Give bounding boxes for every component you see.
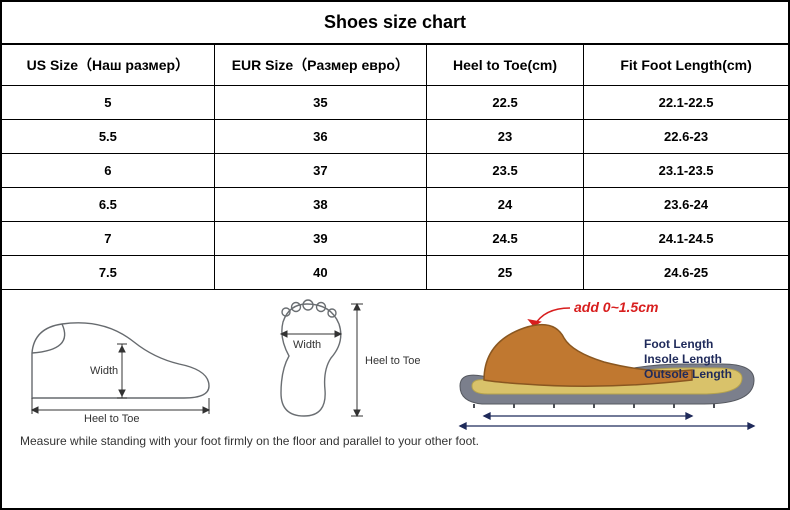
cell-fit: 23.6-24 (584, 188, 788, 222)
cell-us: 6.5 (2, 188, 214, 222)
cell-htt: 25 (426, 256, 583, 290)
table-row: 5.5 36 23 22.6-23 (2, 120, 788, 154)
table-title: Shoes size chart (2, 2, 788, 44)
col-us-size: US Size（Haш paзмep） (2, 44, 214, 86)
cell-eur: 40 (214, 256, 426, 290)
instruction-text: Measure while standing with your foot fi… (2, 430, 788, 454)
cell-eur: 39 (214, 222, 426, 256)
diagram-row: Width Heel to Toe (2, 290, 788, 430)
cell-eur: 36 (214, 120, 426, 154)
cell-htt: 24.5 (426, 222, 583, 256)
cell-fit: 23.1-23.5 (584, 154, 788, 188)
foot-side-diagram: Width Heel to Toe (14, 298, 219, 426)
add-length-headline: add 0~1.5cm (574, 299, 658, 315)
cell-us: 5.5 (2, 120, 214, 154)
cell-fit: 24.6-25 (584, 256, 788, 290)
foot-length-label: Foot Length (644, 337, 713, 351)
footprint-heel-label: Heel to Toe (365, 355, 420, 367)
cell-eur: 37 (214, 154, 426, 188)
size-table: Shoes size chart US Size（Haш paзмep） EUR… (2, 2, 788, 290)
cell-eur: 35 (214, 86, 426, 120)
col-heel-to-toe: Heel to Toe(cm) (426, 44, 583, 86)
width-label: Width (90, 365, 118, 377)
insole-length-label: Insole Length (644, 352, 722, 366)
table-row: 7 39 24.5 24.1-24.5 (2, 222, 788, 256)
table-row: 7.5 40 25 24.6-25 (2, 256, 788, 290)
cell-htt: 23.5 (426, 154, 583, 188)
cell-fit: 22.1-22.5 (584, 86, 788, 120)
footprint-diagram: Width Heel to Toe (249, 298, 424, 426)
cell-fit: 24.1-24.5 (584, 222, 788, 256)
table-row: 6 37 23.5 23.1-23.5 (2, 154, 788, 188)
cell-htt: 22.5 (426, 86, 583, 120)
cell-htt: 24 (426, 188, 583, 222)
cell-us: 6 (2, 154, 214, 188)
size-table-body: 5 35 22.5 22.1-22.5 5.5 36 23 22.6-23 6 … (2, 86, 788, 290)
size-chart-panel: Shoes size chart US Size（Haш paзмep） EUR… (0, 0, 790, 510)
heel-to-toe-label: Heel to Toe (84, 413, 139, 425)
table-row: 5 35 22.5 22.1-22.5 (2, 86, 788, 120)
cell-us: 7 (2, 222, 214, 256)
cell-us: 5 (2, 86, 214, 120)
col-fit-length: Fit Foot Length(cm) (584, 44, 788, 86)
col-eur-size: EUR Size（Paзмep eвpo） (214, 44, 426, 86)
footprint-width-label: Width (293, 339, 321, 351)
cell-htt: 23 (426, 120, 583, 154)
outsole-length-label: Outsole Length (644, 367, 732, 381)
shoe-lengths-diagram: add 0~1.5cm F (454, 298, 764, 430)
cell-eur: 38 (214, 188, 426, 222)
cell-fit: 22.6-23 (584, 120, 788, 154)
table-row: 6.5 38 24 23.6-24 (2, 188, 788, 222)
cell-us: 7.5 (2, 256, 214, 290)
